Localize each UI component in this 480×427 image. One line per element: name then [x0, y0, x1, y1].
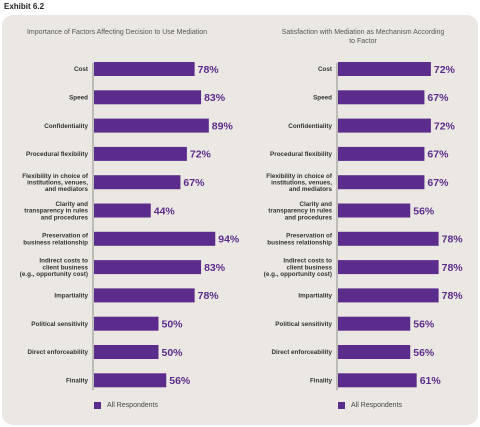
category-label: Flexibility in choice of institutions, ve…	[22, 173, 89, 193]
value-label: 44%	[154, 205, 176, 217]
category-label-line: Impartiality	[54, 293, 88, 300]
chart-1-legend: All Respondents	[94, 402, 158, 409]
category-label-line: and procedures	[41, 214, 89, 221]
category-label: Cost	[74, 66, 89, 73]
bar	[94, 288, 195, 303]
category-label: Direct enforceability	[27, 349, 88, 356]
value-label: 78%	[198, 290, 220, 302]
category-label: Speed	[69, 95, 88, 102]
value-label: 50%	[162, 347, 184, 359]
value-label: 83%	[204, 262, 226, 274]
category-label-line: Indirect costs to	[39, 258, 88, 265]
value-label: 94%	[218, 234, 240, 246]
bar	[94, 90, 202, 105]
value-label: 50%	[162, 319, 184, 331]
value-label: 78%	[198, 64, 220, 76]
category-label-line: Preservation of	[42, 233, 89, 240]
category-label-line: Flexibility in choice of	[22, 173, 89, 180]
value-label: 89%	[212, 120, 234, 132]
category-label: Preservation of business relationship	[23, 233, 89, 247]
category-label-line: Procedural flexibility	[26, 151, 88, 158]
exhibit-label: Exhibit 6.2	[4, 2, 45, 11]
legend-label: All Respondents	[107, 402, 158, 409]
bar	[94, 146, 187, 161]
bar	[94, 316, 159, 331]
chart-2-legend: All Respondents	[338, 402, 402, 409]
bar	[94, 373, 167, 388]
chart-1-title: Importance of Factors Affecting Decision…	[26, 29, 207, 36]
category-label: Indirect costs to client business (e.g., o…	[20, 258, 89, 278]
category-label: Finality	[66, 378, 89, 385]
bar	[94, 203, 151, 218]
category-label-line: Confidentiality	[44, 123, 88, 130]
category-label-line: Speed	[69, 95, 88, 102]
category-label-line: transparency in rules	[24, 208, 88, 215]
chart-2-title-line-2: to Factor	[349, 38, 377, 45]
category-label-line: and mediators	[45, 186, 89, 193]
category-label-line: Finality	[66, 378, 89, 385]
legend-label: All Respondents	[351, 402, 402, 409]
category-label-line: client business	[43, 264, 89, 271]
bar	[94, 231, 216, 246]
legend-swatch	[338, 402, 345, 409]
value-label: 56%	[169, 375, 191, 387]
category-label: Impartiality	[54, 293, 88, 300]
category-label: Confidentiality	[44, 123, 88, 130]
category-label-line: Direct enforceability	[27, 349, 88, 356]
category-label-line: Clarity and	[55, 201, 88, 208]
category-label: Clarity and transparency in rules and proc…	[24, 201, 88, 221]
category-label: Political sensitivity	[31, 321, 88, 328]
category-label: Procedural flexibility	[26, 151, 88, 158]
category-label-line: business relationship	[23, 239, 88, 246]
bar	[94, 345, 159, 359]
value-label: 83%	[204, 92, 226, 104]
value-label: 72%	[190, 149, 212, 161]
category-label-line: (e.g., opportunity cost)	[20, 271, 88, 278]
value-label: 67%	[183, 177, 205, 189]
bar	[94, 260, 202, 275]
category-label-line: Political sensitivity	[31, 321, 88, 328]
category-label-line: Cost	[74, 66, 89, 73]
chart-2-title-line-1: Satisfaction with Mediation as Mechanism…	[281, 29, 445, 36]
bar	[94, 118, 209, 133]
legend-swatch	[94, 402, 101, 409]
bar	[94, 62, 195, 76]
chart-2-title: Satisfaction with Mediation as Mechanism…	[258, 28, 468, 46]
category-label-line: institutions, venues,	[27, 179, 88, 186]
bar	[94, 175, 181, 190]
